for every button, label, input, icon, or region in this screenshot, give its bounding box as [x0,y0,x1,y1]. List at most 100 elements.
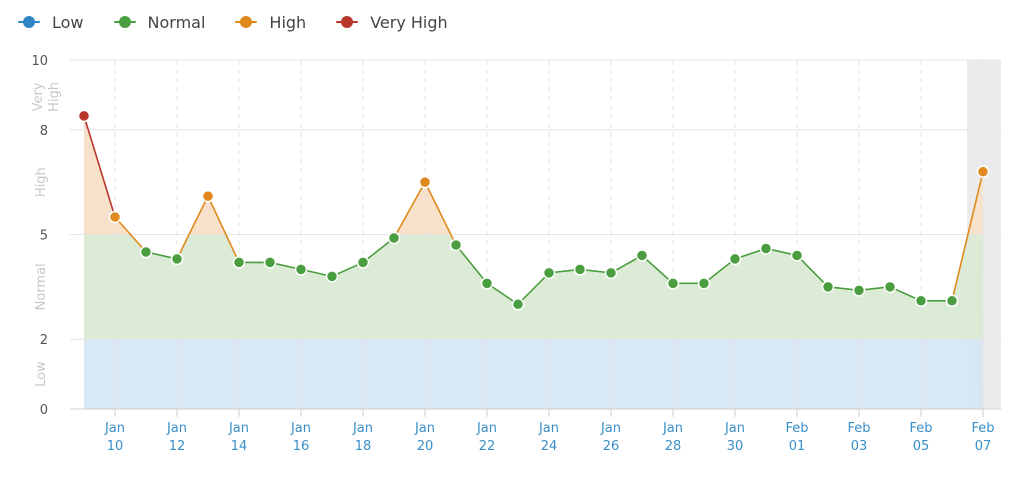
x-tick-label-month: Jan [414,421,435,436]
data-point [418,175,432,189]
data-point [573,263,587,276]
x-tick-label-day: 28 [665,439,682,454]
band-label: High [34,167,49,197]
x-tick-label-day: 12 [169,439,186,454]
x-tick-label-month: Jan [724,421,745,436]
band-fills [84,115,983,340]
data-point [356,256,370,269]
legend-item-normal[interactable]: Normal [113,12,206,32]
y-tick-label: 0 [40,403,48,418]
x-tick-label-day: 20 [417,439,434,454]
x-tick-label-month: Jan [600,421,621,436]
series-line-segment [114,216,147,253]
x-tick-label-month: Jan [352,421,373,436]
data-point [511,298,525,311]
data-point [325,270,339,283]
legend-marker-normal-icon [113,16,136,28]
data-point [480,277,494,290]
legend-label-very-high: Very High [370,12,448,32]
x-tick-label-month: Jan [166,421,187,436]
band-label: Normal [34,263,49,310]
x-tick-label-day: 24 [541,439,558,454]
data-point [387,231,401,245]
x-tick-label-day: 18 [355,439,372,454]
series-line-segment [207,195,240,263]
y-tick-label: 10 [31,54,48,69]
x-tick-label-day: 14 [231,439,248,454]
series-line-segment [641,254,674,284]
x-tick-label-month: Feb [909,421,932,436]
series-line-segment [455,244,488,284]
chart-legend: Low Normal High Very High [18,8,478,36]
series-line-segment [176,195,209,260]
data-point [263,256,277,269]
data-point [77,109,91,123]
y-tick-label: 2 [40,333,48,348]
data-point [635,249,649,262]
series-line-segment [83,115,116,218]
data-point [201,189,215,203]
data-point [945,294,959,308]
data-point [976,165,990,178]
series-line-segment [362,237,395,264]
data-point [449,238,463,252]
data-point [914,294,928,308]
band-low [84,339,983,409]
data-point [294,263,308,276]
data-point [232,256,246,269]
data-point [759,242,773,255]
data-point [790,249,804,262]
data-point [697,277,711,290]
series-line-segment [796,254,829,288]
legend-label-high: High [269,12,307,32]
x-tick-label-month: Feb [785,421,808,436]
band-very-high [84,115,983,130]
data-point [170,252,184,266]
series-line-segment [393,181,426,239]
legend-item-low[interactable]: Low [18,13,84,32]
data-point [542,266,556,280]
x-tick-label-day: 26 [603,439,620,454]
x-tick-label-month: Jan [290,421,311,436]
x-tick-label-month: Jan [476,421,497,436]
data-point [728,252,742,266]
band-normal [84,234,983,340]
data-point [108,210,122,224]
legend-marker-high-icon [235,16,258,28]
x-tick-label-month: Jan [662,421,683,436]
legend-item-very-high[interactable]: Very High [336,12,448,32]
x-tick-label-month: Jan [228,421,249,436]
data-point [139,245,153,259]
y-tick-label: 5 [40,229,48,244]
x-tick-label-day: 22 [479,439,496,454]
legend-marker-very-high-icon [336,16,359,28]
x-tick-label-day: 16 [293,439,310,454]
legend-marker-low-icon [18,16,40,28]
x-tick-label-day: 10 [107,439,124,454]
x-tick-label-day: 05 [913,439,930,454]
series-line-segment [424,181,457,246]
legend-label-low: Low [52,12,84,32]
series-line-segment [951,171,984,301]
x-tick-label-day: 30 [727,439,744,454]
data-point [883,280,897,294]
x-tick-label-month: Feb [971,421,994,436]
band-label: VeryHigh [31,82,62,112]
data-point [604,266,618,280]
band-label: Low [34,361,49,387]
legend-item-high[interactable]: High [235,13,306,32]
y-tick-label: 8 [40,124,48,139]
data-point [852,284,866,297]
series-line-segment [703,258,736,284]
data-point [666,277,680,290]
x-tick-label-month: Jan [104,421,125,436]
x-tick-label-day: 03 [851,439,868,454]
data-point [821,280,835,294]
x-tick-label-day: 01 [789,439,806,454]
legend-label-normal: Normal [147,12,206,32]
series-line-segment [517,272,550,305]
x-tick-label-month: Feb [847,421,870,436]
x-tick-label-day: 07 [975,439,992,454]
x-tick-label-month: Jan [538,421,559,436]
